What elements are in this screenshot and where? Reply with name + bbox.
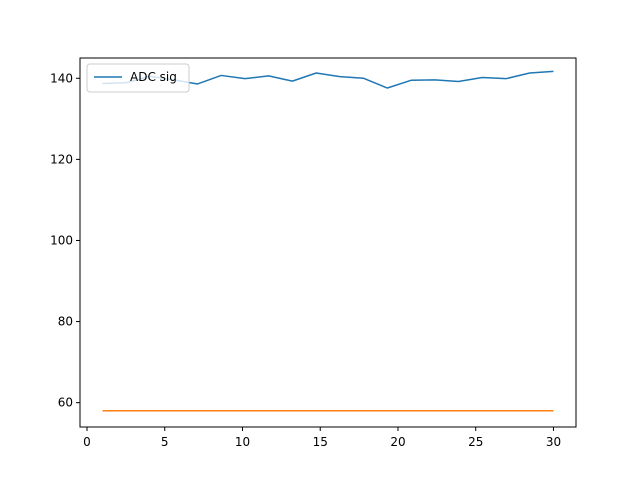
legend: ADC sig (86, 63, 190, 93)
plot-area (80, 58, 576, 427)
x-tick-label: 15 (313, 435, 328, 449)
x-tick-label: 10 (235, 435, 250, 449)
axes-layer: 0 5 10 15 20 25 30 60 80 100 120 140 (50, 71, 561, 449)
plot-frame (79, 57, 577, 428)
x-tick-label: 25 (468, 435, 483, 449)
y-tick-label: 60 (58, 396, 73, 410)
legend-box (86, 63, 190, 93)
x-tick-label: 20 (390, 435, 405, 449)
legend-label-adc-sig: ADC sig (130, 70, 177, 84)
x-tick-label: 5 (161, 435, 169, 449)
y-tick-label: 120 (50, 152, 73, 166)
y-tick-label: 80 (58, 315, 73, 329)
x-tick-label: 30 (546, 435, 561, 449)
y-tick-label: 100 (50, 233, 73, 247)
y-tick-label: 140 (50, 71, 73, 85)
x-tick-label: 0 (83, 435, 91, 449)
